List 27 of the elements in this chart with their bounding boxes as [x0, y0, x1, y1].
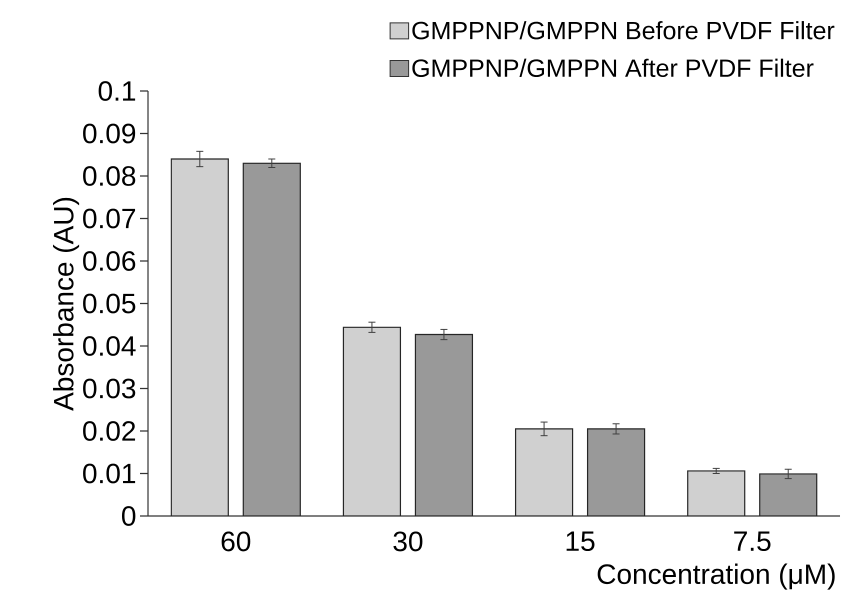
bar: [170, 158, 229, 516]
bar: [414, 334, 474, 516]
y-axis-title: Absorbance (AU): [53, 198, 80, 411]
y-tick-label: 0.09: [83, 124, 136, 144]
y-tick-label: 0.04: [83, 336, 136, 356]
x-tick-label: 7.5: [734, 532, 771, 552]
bar: [586, 428, 646, 516]
y-tick-label: 0.1: [98, 81, 136, 101]
y-tick-label: 0.05: [83, 294, 136, 314]
x-tick-label: 30: [393, 532, 422, 552]
y-tick-label: 0.01: [83, 464, 136, 484]
x-axis-title: Concentration (μM): [598, 564, 835, 590]
y-tick-label: 0.03: [83, 378, 136, 398]
x-tick-label: 15: [566, 532, 594, 552]
y-tick-label: 0.06: [83, 251, 136, 271]
legend-label: GMPPNP/GMPPN Before PVDF Filter: [412, 21, 834, 40]
bar: [759, 473, 818, 516]
x-tick-label: 60: [222, 532, 250, 552]
y-tick-label: 0.07: [83, 208, 136, 228]
bar: [342, 326, 402, 516]
bar: [514, 428, 574, 516]
bar: [687, 470, 746, 516]
y-tick-label: 0: [122, 506, 136, 526]
y-tick-label: 0.08: [83, 166, 136, 186]
y-tick-label: 0.02: [83, 421, 136, 441]
legend-label: GMPPNP/GMPPN After PVDF Filter: [412, 58, 814, 78]
bar: [242, 162, 301, 516]
